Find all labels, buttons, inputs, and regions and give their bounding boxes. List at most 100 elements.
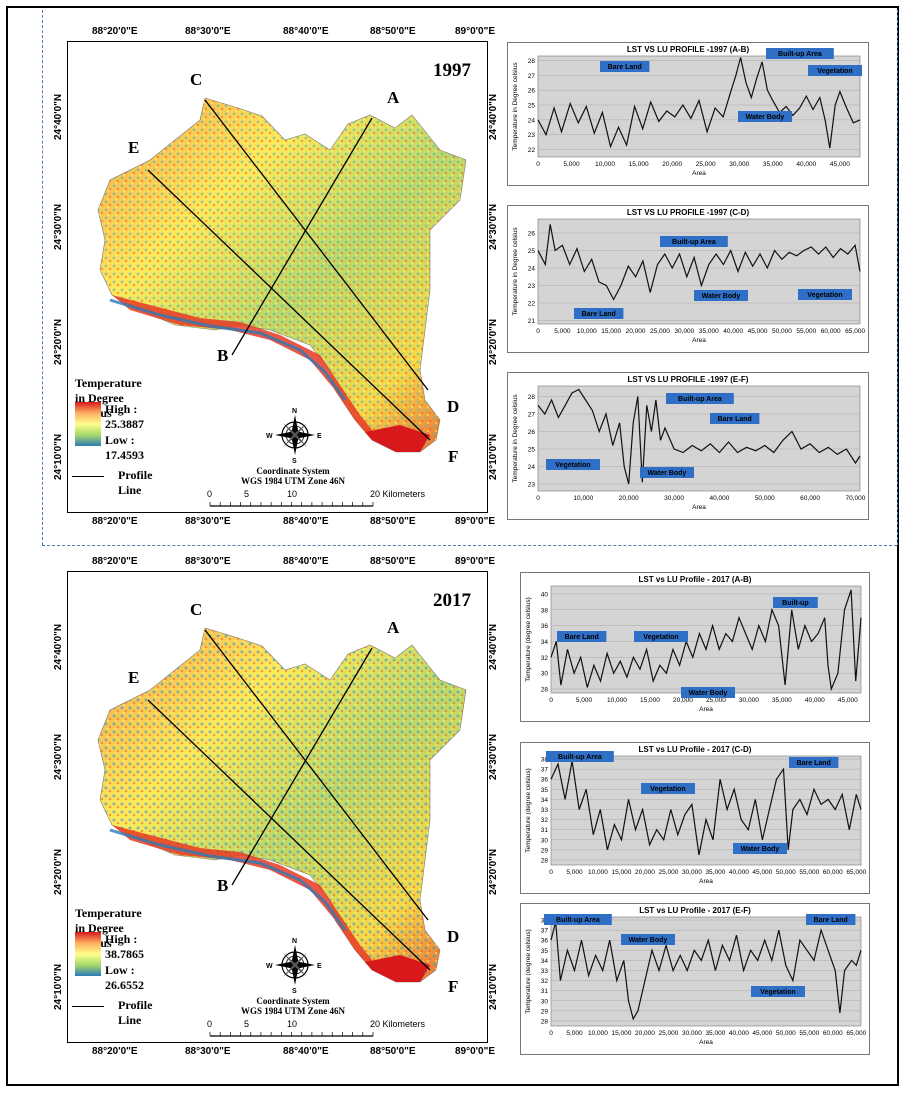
legend-high: High : 38.7865 — [105, 932, 144, 961]
x-tick-label: 70,000 — [846, 495, 866, 502]
y-tick-label: 26 — [528, 88, 536, 95]
y-tick-label: 36 — [541, 938, 549, 945]
longitude-label-bottom: 88°40'0"E — [283, 516, 329, 527]
landuse-label-text: Built-up Area — [672, 239, 716, 246]
map-graphics — [97, 97, 467, 453]
chart-plot: 28 30 32 34 36 38 40 0 5,000 10,000 15,000 20,000 25… — [525, 585, 862, 713]
profile-letter: F — [448, 977, 459, 996]
y-axis-label: Temperature in Degree celsius — [512, 227, 519, 316]
y-axis-label: Temperature (degree celsius) — [525, 768, 532, 853]
chart-plot: 282930313233343536373805,00010,00015,000… — [525, 914, 867, 1046]
landuse-label: Vegetation — [751, 986, 805, 997]
y-tick-label: 23 — [528, 283, 536, 290]
lst-profile-series — [550, 921, 862, 1021]
x-tick-label: 0 — [536, 495, 540, 502]
longitude-label-bottom: 89°0'0"E — [455, 1046, 496, 1057]
x-tick-label: 25,000 — [658, 1030, 678, 1037]
x-tick-label: 15,000 — [612, 869, 632, 876]
y-tick-label: 33 — [541, 807, 549, 814]
x-tick-label: 0 — [549, 697, 553, 704]
scale-tick-label: 10 — [287, 1019, 297, 1029]
north-arrow-icon: N E S W — [266, 938, 322, 995]
y-tick-label: 22 — [528, 147, 536, 154]
profile-letter: B — [217, 876, 229, 895]
x-tick-label: 25,000 — [706, 697, 726, 704]
x-tick-label: 40,000 — [729, 869, 749, 876]
hot-spot-south — [365, 955, 430, 982]
legend-low: Low : 17.4593 — [105, 433, 144, 462]
scale-tick-label: 20 Kilometers — [370, 489, 426, 499]
latitude-label-right: 24°20'0"N — [488, 318, 499, 365]
x-tick-label: 45,000 — [748, 328, 768, 335]
x-tick-label: 5,000 — [576, 697, 593, 704]
x-tick-label: 30,000 — [729, 161, 749, 168]
x-tick-label: 35,000 — [763, 161, 783, 168]
scale-bar: 0 5 10 20 Kilometers — [207, 1019, 426, 1037]
landuse-label-text: Built-up Area — [778, 51, 822, 58]
landuse-label: Water Body — [681, 687, 735, 698]
x-tick-label: 65,000 — [846, 869, 866, 876]
landuse-label: Built-up Area — [766, 48, 834, 59]
y-tick-label: 29 — [541, 1008, 549, 1015]
y-tick-label: 21 — [528, 318, 536, 325]
x-tick-label: 40,000 — [796, 161, 816, 168]
latitude-label-left: 24°10'0"N — [53, 433, 64, 480]
profile-letter: F — [448, 447, 459, 466]
coord-system-line2: WGS 1984 UTM Zone 46N — [240, 1006, 345, 1016]
profile-chart: LST VS LU PROFILE -1997 (C-D) 21 22 23 24 25 2… — [507, 205, 869, 353]
landuse-label-text: Bare Land — [582, 311, 616, 318]
latitude-label-right: 24°10'0"N — [488, 963, 499, 1010]
x-tick-label: 5,000 — [554, 328, 571, 335]
landuse-label-text: Vegetation — [807, 292, 842, 299]
chart-title: LST vs LU Profile - 2017 (A-B) — [638, 575, 752, 584]
x-tick-label: 50,000 — [772, 328, 792, 335]
landuse-label-text: Water Body — [746, 114, 785, 121]
landuse-label: Built-up Area — [666, 393, 734, 404]
x-tick-label: 0 — [549, 869, 553, 876]
y-tick-label: 38 — [541, 607, 549, 614]
y-axis-label: Temperature in Degree celsius — [512, 62, 519, 151]
x-tick-label: 45,000 — [752, 1030, 772, 1037]
y-tick-label: 34 — [541, 958, 549, 965]
x-tick-label: 15,000 — [640, 697, 660, 704]
longitude-label-top: 88°50'0"E — [370, 26, 416, 37]
river-channel — [109, 828, 347, 931]
y-tick-label: 23 — [528, 132, 536, 139]
y-tick-label: 24 — [528, 266, 536, 273]
north-arrow-icon: N E S W — [266, 408, 322, 465]
x-axis-label: Area — [692, 337, 706, 344]
chart-plot: 21 22 23 24 25 26 0 5,000 10,000 15,000 20,000 25,0… — [512, 218, 865, 344]
x-tick-label: 0 — [536, 328, 540, 335]
landuse-label-text: Bare Land — [814, 917, 848, 924]
section-divider-right — [897, 10, 898, 545]
x-tick-label: 15,000 — [601, 328, 621, 335]
legend-profile-line-label: Profile Line — [118, 468, 153, 497]
landuse-label: Bare Land — [574, 308, 624, 319]
longitude-label-bottom: 89°0'0"E — [455, 516, 496, 527]
landuse-label-text: Built-up Area — [558, 754, 602, 761]
landuse-label-text: Built-up Area — [678, 396, 722, 403]
x-tick-label: 60,000 — [821, 328, 841, 335]
x-tick-label: 20,000 — [662, 161, 682, 168]
chart-title: LST vs LU Profile - 2017 (C-D) — [638, 745, 752, 754]
x-axis-label: Area — [699, 878, 713, 885]
latitude-label-right: 24°40'0"N — [488, 93, 499, 140]
latitude-label-right: 24°40'0"N — [488, 623, 499, 670]
profile-letter: D — [447, 397, 460, 416]
y-tick-label: 36 — [541, 777, 549, 784]
longitude-label-top: 88°20'0"E — [92, 556, 138, 567]
longitude-label-top: 89°0'0"E — [455, 26, 496, 37]
y-tick-label: 24 — [528, 117, 536, 124]
longitude-label-bottom: 88°20'0"E — [92, 516, 138, 527]
lst-profile-series — [537, 388, 861, 485]
coord-system-line1: Coordinate System — [256, 466, 330, 476]
landuse-label: Bare Land — [710, 413, 760, 424]
x-tick-label: 30,000 — [674, 328, 694, 335]
x-tick-label: 55,000 — [796, 328, 816, 335]
landuse-label-text: Bare Land — [608, 64, 642, 71]
x-tick-label: 30,000 — [682, 1030, 702, 1037]
profile-letter: E — [128, 668, 140, 687]
landuse-label-text: Bare Land — [565, 634, 599, 641]
profile-letter: A — [387, 88, 400, 107]
latitude-label-right: 24°20'0"N — [488, 848, 499, 895]
